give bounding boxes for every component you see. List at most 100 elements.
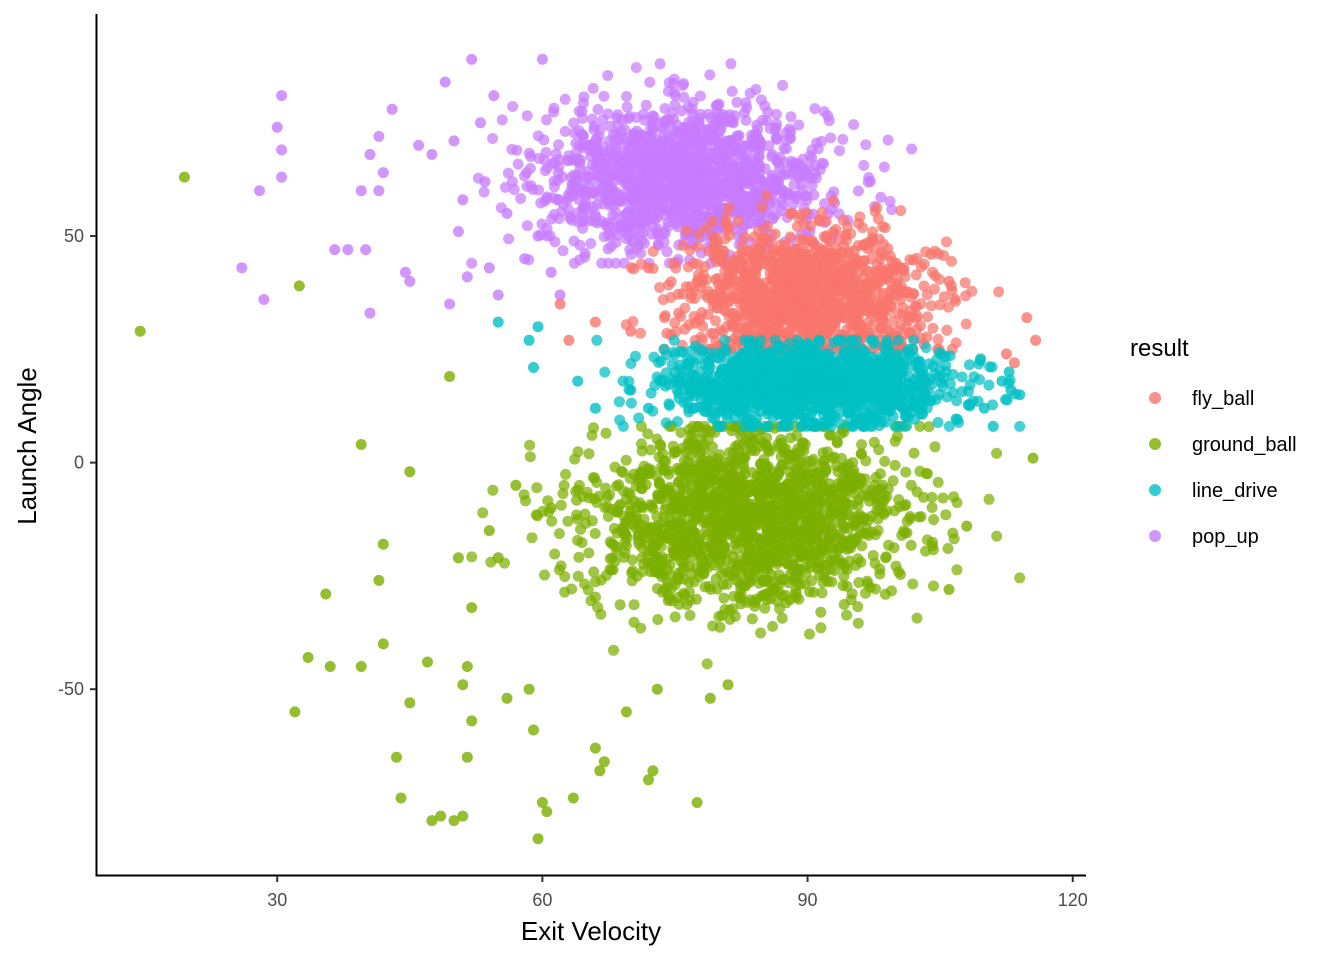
data-point (605, 146, 616, 157)
data-point (695, 109, 706, 120)
data-point (577, 537, 588, 548)
data-point (879, 162, 890, 173)
data-point (807, 279, 818, 290)
data-point (922, 534, 933, 545)
data-point (944, 276, 955, 287)
data-point (699, 289, 710, 300)
data-point (930, 270, 941, 281)
data-point (779, 328, 790, 339)
data-point (591, 335, 602, 346)
data-point (777, 459, 788, 470)
data-point (585, 238, 596, 249)
data-point (891, 258, 902, 269)
data-point (830, 224, 841, 235)
data-point (833, 495, 844, 506)
data-point (700, 526, 711, 537)
data-point (841, 610, 852, 621)
data-point (620, 547, 631, 558)
data-point (689, 438, 700, 449)
data-point (832, 437, 843, 448)
data-point (611, 481, 622, 492)
data-point (815, 622, 826, 633)
data-point (707, 621, 718, 632)
data-point (580, 248, 591, 259)
data-point (737, 143, 748, 154)
data-point (488, 90, 499, 101)
data-point (641, 186, 652, 197)
data-point (746, 445, 757, 456)
data-point (652, 684, 663, 695)
data-point (734, 579, 745, 590)
data-point (735, 471, 746, 482)
data-point (621, 706, 632, 717)
data-point (404, 466, 415, 477)
data-point (588, 83, 599, 94)
data-point (513, 159, 524, 170)
data-point (584, 448, 595, 459)
data-point (705, 112, 716, 123)
data-point (785, 264, 796, 275)
data-point (797, 527, 808, 538)
data-point (453, 552, 464, 563)
data-point (653, 231, 664, 242)
data-point (329, 244, 340, 255)
data-point (863, 283, 874, 294)
data-point (808, 454, 819, 465)
data-point (691, 500, 702, 511)
data-point (638, 559, 649, 570)
data-point (585, 174, 596, 185)
data-point (883, 135, 894, 146)
data-point (825, 312, 836, 323)
data-point (1001, 348, 1012, 359)
data-point (391, 752, 402, 763)
data-point (591, 134, 602, 145)
data-point (949, 533, 960, 544)
data-point (663, 490, 674, 501)
data-point (806, 530, 817, 541)
data-point (484, 525, 495, 536)
data-point (688, 528, 699, 539)
data-point (641, 147, 652, 158)
data-point (776, 305, 787, 316)
data-point (858, 160, 869, 171)
data-point (707, 216, 718, 227)
data-point (658, 185, 669, 196)
data-point (528, 725, 539, 736)
data-point (732, 97, 743, 108)
data-point (875, 468, 886, 479)
data-point (378, 539, 389, 550)
data-point (818, 447, 829, 458)
data-point (466, 258, 477, 269)
data-point (960, 290, 971, 301)
data-point (870, 558, 881, 569)
data-point (684, 424, 695, 435)
data-point (752, 277, 763, 288)
data-point (922, 311, 933, 322)
data-point (631, 112, 642, 123)
data-point (879, 456, 890, 467)
data-point (763, 286, 774, 297)
data-point (834, 145, 845, 156)
data-point (466, 551, 477, 562)
data-point (643, 262, 654, 273)
data-point (546, 516, 557, 527)
data-point (825, 509, 836, 520)
data-point (850, 534, 861, 545)
data-point (993, 286, 1004, 297)
data-point (373, 185, 384, 196)
data-point (819, 302, 830, 313)
data-point (652, 201, 663, 212)
data-point (659, 530, 670, 541)
data-point (859, 240, 870, 251)
data-point (623, 178, 634, 189)
data-point (764, 446, 775, 457)
data-point (493, 290, 504, 301)
data-point (515, 193, 526, 204)
data-point (572, 514, 583, 525)
data-point (757, 202, 768, 213)
data-point (639, 165, 650, 176)
data-point (786, 523, 797, 534)
data-point (960, 277, 971, 288)
data-point (592, 144, 603, 155)
data-point (895, 319, 906, 330)
